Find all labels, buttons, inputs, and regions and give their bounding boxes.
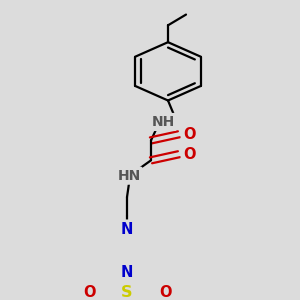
Text: O: O [159,285,171,300]
Text: N: N [121,222,133,237]
Text: NH: NH [152,115,175,129]
Text: S: S [121,285,133,300]
Text: N: N [121,265,133,280]
Text: O: O [183,147,195,162]
Text: N: N [121,222,133,237]
Text: O: O [183,127,195,142]
Text: O: O [83,285,95,300]
Text: HN: HN [117,169,141,183]
